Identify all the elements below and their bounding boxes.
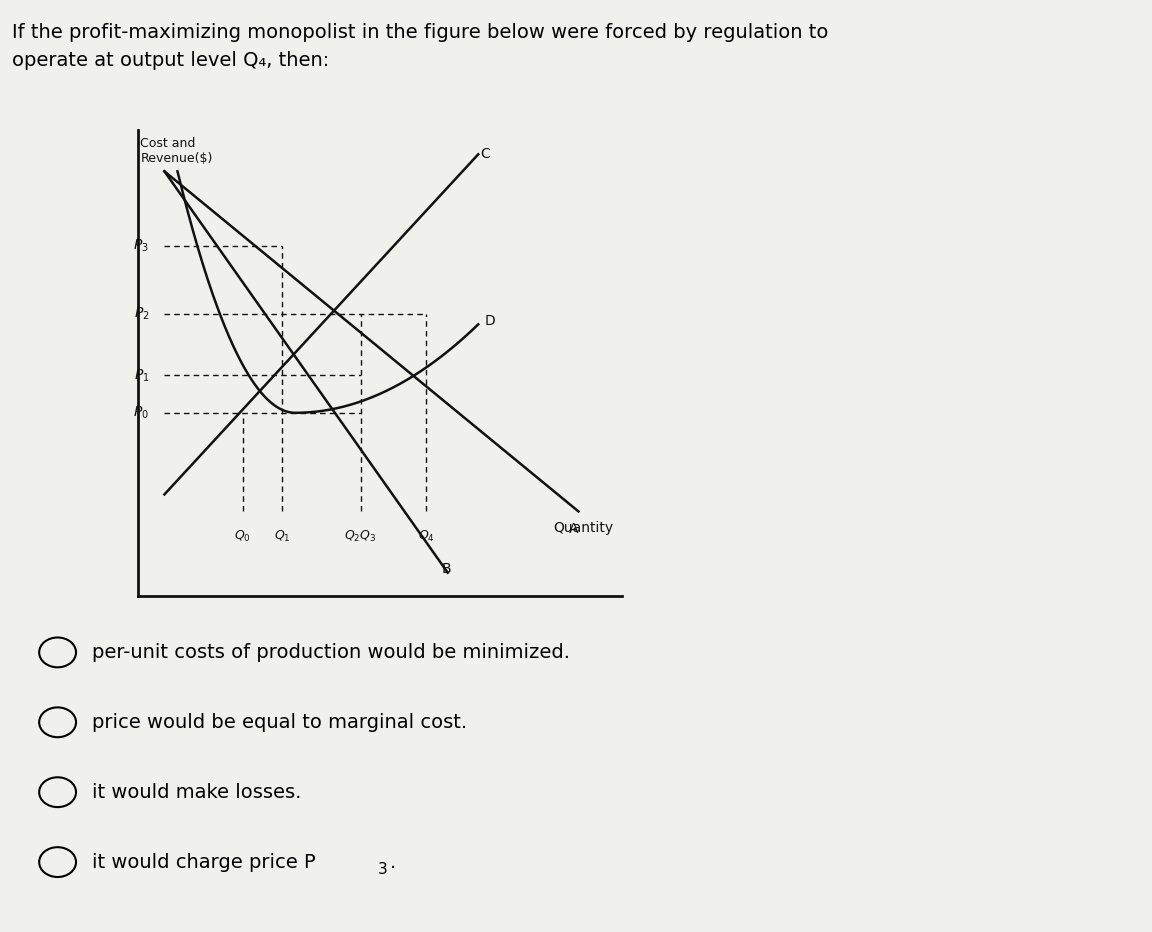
Text: operate at output level Q₄, then:: operate at output level Q₄, then: xyxy=(12,51,328,70)
Text: B: B xyxy=(441,563,450,577)
Text: $P_3$: $P_3$ xyxy=(134,238,149,254)
Text: 3: 3 xyxy=(378,862,387,877)
Text: D: D xyxy=(485,314,495,328)
Text: $Q_1$: $Q_1$ xyxy=(274,528,290,543)
Text: If the profit-maximizing monopolist in the figure below were forced by regulatio: If the profit-maximizing monopolist in t… xyxy=(12,23,828,42)
Text: .: . xyxy=(389,853,395,871)
Text: A: A xyxy=(569,522,579,536)
Text: Quantity: Quantity xyxy=(553,521,613,536)
Text: $P_2$: $P_2$ xyxy=(134,306,149,322)
Text: $P_0$: $P_0$ xyxy=(134,404,149,421)
Text: $Q_0$: $Q_0$ xyxy=(235,528,251,543)
Text: C: C xyxy=(480,147,490,161)
Text: it would make losses.: it would make losses. xyxy=(92,783,302,802)
Text: it would charge price P: it would charge price P xyxy=(92,853,316,871)
Text: $P_1$: $P_1$ xyxy=(134,367,149,384)
Text: Cost and
Revenue($): Cost and Revenue($) xyxy=(141,137,213,165)
Text: price would be equal to marginal cost.: price would be equal to marginal cost. xyxy=(92,713,468,732)
Text: $Q_4$: $Q_4$ xyxy=(417,528,434,543)
Text: per-unit costs of production would be minimized.: per-unit costs of production would be mi… xyxy=(92,643,570,662)
Text: $Q_2Q_3$: $Q_2Q_3$ xyxy=(344,528,377,543)
